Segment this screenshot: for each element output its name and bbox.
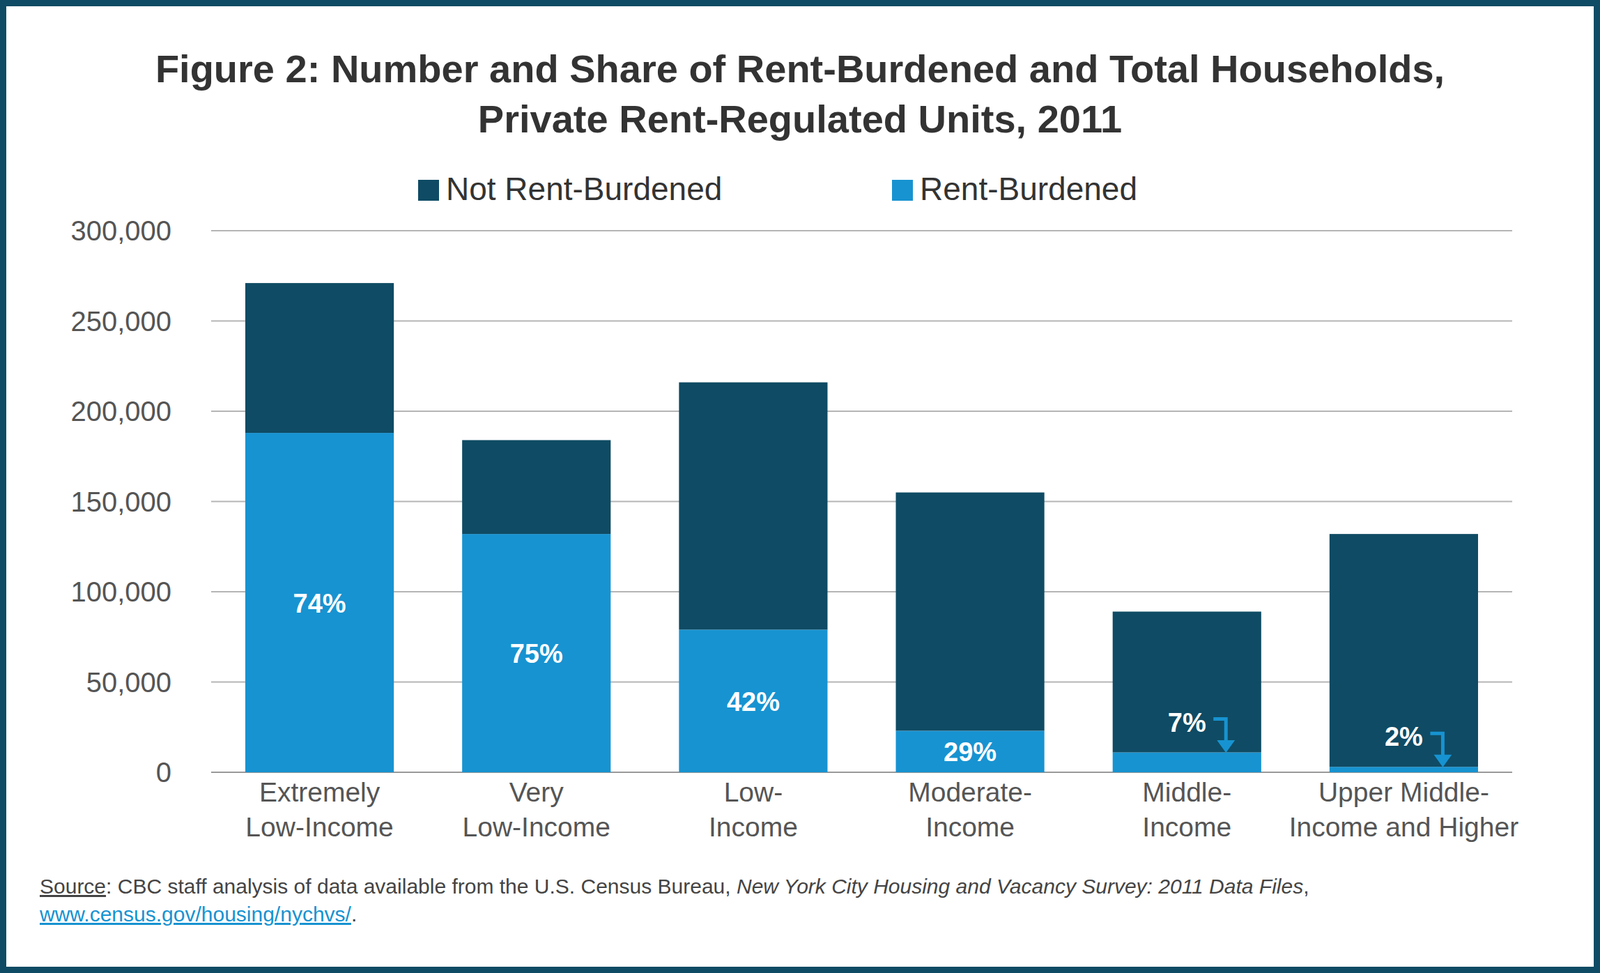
bar-segment [1329, 766, 1479, 773]
source-text: New York City Housing and Vacancy Survey… [736, 874, 1304, 898]
y-tick-label: 250,000 [70, 305, 172, 337]
share-label: 7% [1167, 708, 1207, 738]
source-link[interactable]: www.census.gov/housing/nychvs/ [39, 902, 352, 926]
share-label: 42% [726, 687, 780, 717]
legend-swatch [418, 179, 440, 201]
y-tick-label: 100,000 [70, 576, 172, 607]
bar-segment [1329, 533, 1479, 767]
share-label: 75% [510, 639, 564, 669]
x-tick-label: Upper Middle- Income and Higher [1289, 777, 1520, 842]
share-label: 2% [1384, 721, 1423, 752]
bar-segment [678, 629, 828, 773]
x-tick-label: Middle- Income [1142, 777, 1232, 842]
grid-line [211, 771, 1513, 773]
grid-line [211, 320, 1513, 322]
x-tick-line: Low- [724, 777, 784, 807]
x-tick-line: Moderate- [908, 777, 1033, 807]
y-tick-label: 0 [156, 756, 172, 788]
bar-segment [245, 432, 394, 773]
legend-label: Not Rent-Burdened [445, 170, 722, 207]
chart: Figure 2: Number and Share of Rent-Burde… [0, 0, 1600, 973]
title-line: Figure 2: Number and Share of Rent-Burde… [155, 46, 1445, 91]
frame [3, 3, 1598, 971]
labels: 74% 75% 42% 29% 7% 2% [293, 588, 1451, 768]
source-text: . [351, 902, 357, 926]
x-tick-label: Low- Income [708, 777, 798, 842]
x-tick-label: Extremely Low-Income [245, 777, 394, 842]
grid-line [211, 590, 1513, 593]
y-tick-label: 200,000 [70, 395, 172, 427]
bar-segment [678, 382, 828, 630]
x-tick-line: Income and Higher [1289, 811, 1520, 842]
bar-segment [896, 730, 1045, 773]
source-text: : CBC staff analysis of data available f… [105, 874, 737, 898]
legend: Not Rent-Burdened Rent-Burdened [418, 170, 1138, 207]
x-tick-line: Low-Income [462, 811, 611, 842]
x-tick-line: Income [1142, 811, 1232, 842]
grid-line [211, 229, 1513, 232]
share-label: 74% [293, 588, 347, 619]
x-tick-line: Low-Income [245, 811, 394, 842]
y-tick-label: 50,000 [86, 666, 172, 698]
title: Figure 2: Number and Share of Rent-Burde… [155, 46, 1445, 141]
bar-segment [245, 282, 394, 433]
grid-line [211, 501, 1513, 503]
share-arrow-head [1435, 755, 1450, 766]
share-label: 29% [943, 737, 997, 767]
x-tick-line: Extremely [259, 777, 381, 807]
bar-segment [462, 439, 611, 534]
y-tick-label: 300,000 [70, 215, 172, 246]
x-tick-line: Upper Middle- [1318, 777, 1490, 807]
source-note: Source: CBC staff analysis of data avail… [39, 872, 1538, 929]
legend-label: Rent-Burdened [919, 170, 1138, 207]
x-tick-label: Moderate- Income [908, 777, 1033, 842]
legend-swatch [891, 179, 913, 201]
bar-segment [462, 533, 611, 773]
share-arrow-head [1218, 741, 1233, 752]
grid [211, 230, 1513, 773]
source-text: Source [39, 874, 106, 898]
grid-line [211, 681, 1513, 683]
x-tick-line: Income [925, 811, 1015, 842]
source-text: , [1303, 874, 1309, 898]
x-tick-line: Middle- [1142, 777, 1232, 807]
bar-segment [896, 492, 1045, 732]
bar-segment [1112, 752, 1262, 773]
y-tick-label: 150,000 [70, 486, 172, 518]
x-tick-label: Very Low-Income [462, 777, 611, 842]
bars [245, 282, 1479, 773]
title-line: Private Rent-Regulated Units, 2011 [478, 96, 1122, 141]
grid-line [211, 410, 1513, 412]
x-tick-line: Income [708, 811, 798, 842]
bar-segment [1112, 611, 1262, 752]
x-tick-line: Very [509, 777, 565, 807]
